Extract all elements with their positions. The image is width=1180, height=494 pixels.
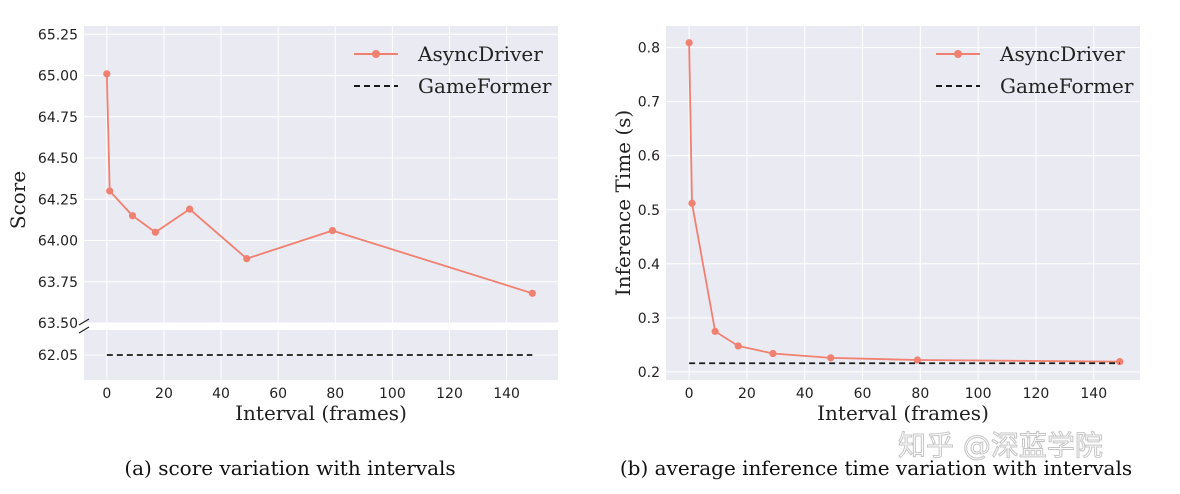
chart-b-y-tick-label: 0.2 <box>638 365 660 381</box>
chart-b-caption: (b) average inference time variation wit… <box>620 456 1132 480</box>
chart-a-caption: (a) score variation with intervals <box>124 456 455 480</box>
chart-b-asyncdriver-point <box>688 199 696 207</box>
chart-a-y-tick-label: 65.25 <box>38 27 78 43</box>
chart-a-x-axis-label: Interval (frames) <box>235 401 407 425</box>
chart-b-asyncdriver-point <box>1116 358 1124 366</box>
chart-b-y-tick-label: 0.5 <box>638 203 660 219</box>
chart-a-y-axis-label: Score <box>6 171 30 229</box>
chart-a-x-tick-label: 60 <box>269 386 287 402</box>
chart-a: 0 20 40 60 80 100 120 140 63.50 63.75 64.00 64.25 64… <box>6 26 558 480</box>
chart-a-x-tick-label: 120 <box>436 386 463 402</box>
chart-b-asyncdriver-point <box>685 39 693 47</box>
chart-a-x-tick-label: 20 <box>155 386 173 402</box>
chart-b-asyncdriver-point <box>827 354 835 362</box>
chart-a-legend-asyncdriver-label: AsyncDriver <box>417 42 543 66</box>
chart-b-x-tick-label: 20 <box>738 386 756 402</box>
chart-b-y-tick-label: 0.3 <box>638 311 660 327</box>
chart-b-legend-asyncdriver-label: AsyncDriver <box>999 42 1125 66</box>
chart-a-y-tick-label: 63.50 <box>38 316 78 332</box>
chart-a-asyncdriver-point <box>243 255 251 263</box>
chart-b-asyncdriver-point <box>769 349 777 358</box>
chart-b-x-tick-label: 120 <box>1023 386 1050 402</box>
chart-a-legend-gameformer-label: GameFormer <box>418 74 552 98</box>
chart-a-asyncdriver-point <box>528 289 536 297</box>
chart-a-x-tick-label: 40 <box>212 386 230 402</box>
chart-b-x-tick-label: 80 <box>911 386 929 402</box>
chart-a-legend-asyncdriver-marker <box>372 50 380 58</box>
chart-b-x-tick-label: 40 <box>796 386 814 402</box>
chart-b-x-tick-label: 100 <box>965 386 992 402</box>
chart-a-asyncdriver-point <box>128 212 137 220</box>
chart-a-asyncdriver-line <box>105 73 533 295</box>
chart-a-asyncdriver-point <box>186 205 194 213</box>
chart-b: 0 20 40 60 80 100 120 1400.20.30.40.50.60.70.8 … <box>611 26 1140 480</box>
chart-a-y-tick-label: 65.00 <box>38 69 78 85</box>
chart-b-x-axis-label: Interval (frames) <box>817 401 989 425</box>
chart-b-plot-area <box>666 26 1140 380</box>
chart-b-x-tick-label: 60 <box>854 386 872 402</box>
chart-b-y-tick-label: 0.6 <box>638 149 660 165</box>
chart-b-y-tick-label: 0.8 <box>638 41 660 57</box>
chart-a-asyncdriver-point <box>106 187 114 195</box>
chart-a-legend: AsyncDriver GameFormer <box>354 42 552 98</box>
chart-a-series <box>103 70 536 356</box>
chart-b-x-tick-label: 0 <box>685 386 694 402</box>
chart-a-y-tick-label: 64.75 <box>38 110 78 126</box>
chart-b-asyncdriver-point <box>734 342 742 350</box>
chart-a-axis-break-marks <box>78 318 90 334</box>
chart-a-x-tick-label: 140 <box>493 386 520 402</box>
chart-a-asyncdriver-point <box>103 70 111 78</box>
chart-a-x-tick-label: 100 <box>379 386 406 402</box>
chart-b-x-tick-label: 140 <box>1080 386 1107 402</box>
chart-a-y-tick-label: 64.25 <box>38 192 78 208</box>
chart-b-y-axis-label: Inference Time (s) <box>611 110 635 296</box>
chart-b-legend-gameformer-label: GameFormer <box>1000 74 1134 98</box>
chart-b-legend: AsyncDriver GameFormer <box>936 42 1134 98</box>
chart-b-asyncdriver-point <box>711 327 719 335</box>
chart-b-legend-asyncdriver-marker <box>954 50 962 58</box>
chart-a-asyncdriver-point <box>328 227 337 235</box>
chart-b-asyncdriver-point <box>913 356 922 364</box>
chart-a-y-tick-label: 63.75 <box>38 275 78 291</box>
chart-a-x-tick-label: 80 <box>326 386 344 402</box>
watermark: 知乎 @深蓝学院 <box>898 429 1103 462</box>
chart-a-y-tick-label: 62.05 <box>38 348 78 364</box>
chart-a-y-tick-label: 64.00 <box>38 234 78 250</box>
chart-a-x-tick-label: 0 <box>102 386 111 402</box>
chart-a-y-tick-label: 64.50 <box>38 151 78 167</box>
chart-b-series <box>685 39 1124 366</box>
chart-a-ticks: 0 20 40 60 80 100 120 140 63.50 63.75 64.00 64.25 64… <box>38 27 520 402</box>
chart-a-asyncdriver-point <box>151 228 159 236</box>
chart-b-y-tick-label: 0.4 <box>638 257 660 273</box>
chart-b-asyncdriver-line <box>688 42 1120 363</box>
chart-b-y-tick-label: 0.7 <box>638 95 660 111</box>
chart-b-ticks: 0 20 40 60 80 100 120 140 0.2 0.3 0.4 0.5 0.6 0.7 0.8 <box>638 41 1107 402</box>
